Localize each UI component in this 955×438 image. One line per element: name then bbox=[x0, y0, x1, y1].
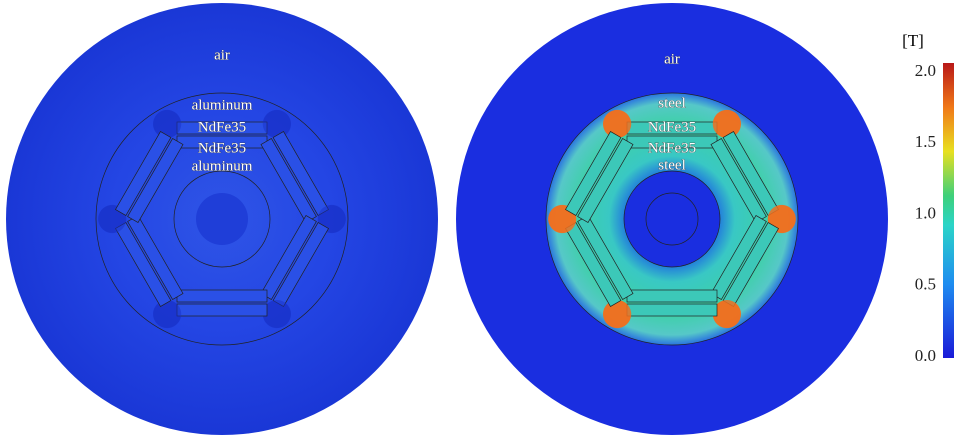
region-label: NdFe35 bbox=[198, 119, 246, 135]
hot-spot bbox=[263, 300, 291, 328]
core bbox=[196, 193, 248, 245]
region-label: air bbox=[214, 47, 230, 63]
hot-spot bbox=[767, 204, 796, 233]
hot-spot bbox=[713, 300, 741, 328]
region-label: air bbox=[664, 51, 680, 67]
bore bbox=[623, 170, 721, 268]
region-label: steel bbox=[658, 95, 686, 111]
colorbar-tick-label: 1.0 bbox=[915, 203, 936, 222]
colorbar-unit: [T] bbox=[902, 31, 924, 50]
magnet bbox=[577, 138, 634, 223]
magnet bbox=[127, 138, 184, 223]
hot-spot bbox=[262, 109, 291, 138]
hot-spot bbox=[153, 300, 182, 329]
region-label: aluminum bbox=[192, 97, 253, 113]
colorbar-tick-label: 0.0 bbox=[915, 346, 936, 365]
hot-spot bbox=[98, 205, 127, 234]
magnet bbox=[176, 289, 268, 303]
hot-spot bbox=[712, 109, 741, 138]
region-label: NdFe35 bbox=[198, 140, 246, 156]
region-label: NdFe35 bbox=[648, 119, 696, 135]
magnet bbox=[115, 131, 172, 216]
boundary bbox=[173, 170, 271, 268]
magnet bbox=[565, 131, 622, 216]
left-panel bbox=[6, 3, 438, 435]
magnet bbox=[626, 289, 718, 303]
colorbar-tick-label: 1.5 bbox=[915, 132, 936, 151]
colorbar-tick-label: 2.0 bbox=[915, 61, 936, 80]
right-panel bbox=[456, 3, 888, 435]
region-label: aluminum bbox=[192, 158, 253, 174]
magnet-pair bbox=[548, 109, 634, 234]
magnet-pair bbox=[98, 109, 184, 234]
hot-spot bbox=[317, 204, 346, 233]
magnet bbox=[176, 303, 268, 317]
magnet bbox=[626, 303, 718, 317]
hot-spot bbox=[603, 300, 632, 329]
region-label: NdFe35 bbox=[648, 140, 696, 156]
colorbar-tick-label: 0.5 bbox=[915, 275, 936, 294]
hot-spot bbox=[153, 109, 182, 138]
boundary bbox=[645, 192, 699, 246]
colorbar bbox=[943, 63, 954, 358]
region-label: steel bbox=[658, 157, 686, 173]
hot-spot bbox=[603, 109, 632, 138]
boundary bbox=[95, 92, 349, 346]
hot-spot bbox=[548, 205, 577, 234]
